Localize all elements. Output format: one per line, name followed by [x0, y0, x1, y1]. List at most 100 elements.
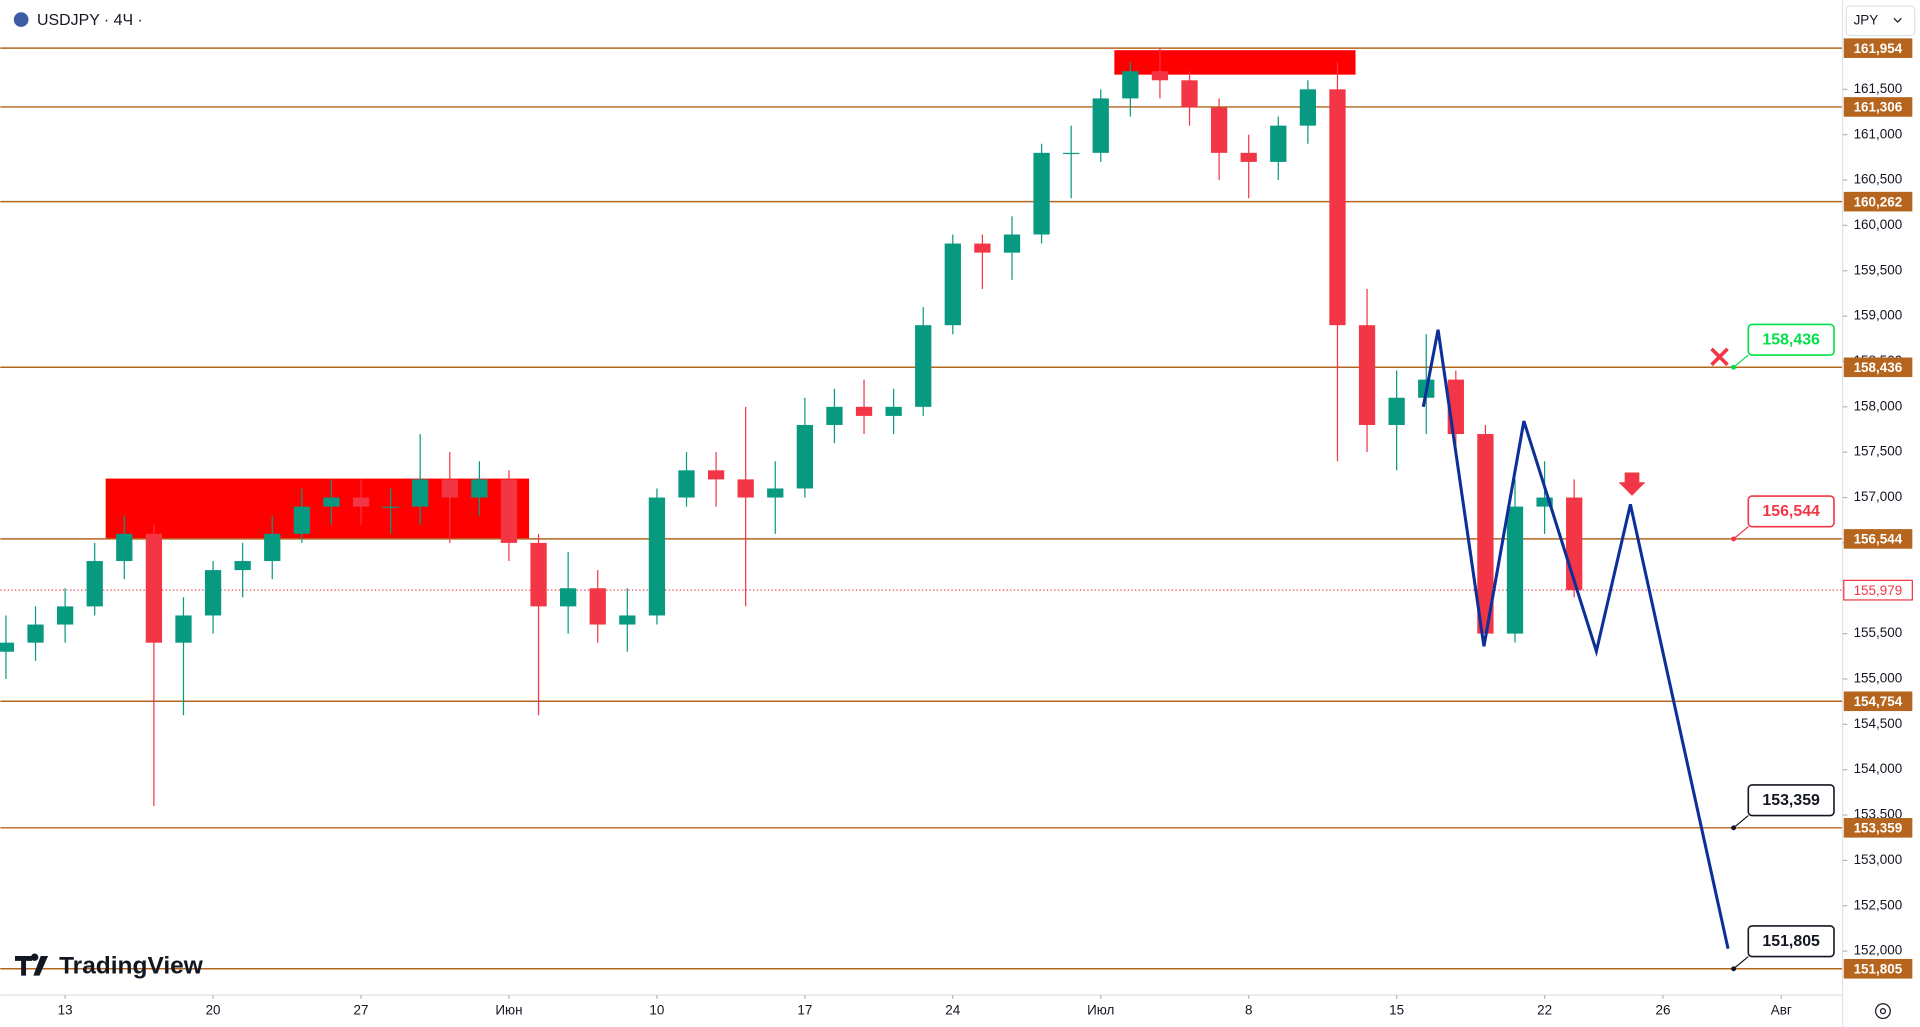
level-tag [1843, 818, 1913, 838]
level-tag-label: 151,805 [1854, 962, 1903, 977]
x-tick-label: 17 [797, 1003, 812, 1018]
y-tick-label: 160,000 [1854, 217, 1903, 232]
y-tick-label: 154,500 [1854, 716, 1903, 731]
y-tick-label: 153,000 [1854, 852, 1903, 867]
callout-pointer [1733, 815, 1749, 829]
candle-body [1122, 71, 1139, 99]
candle-body [530, 542, 547, 607]
candle-body [678, 470, 695, 498]
candle-body [915, 325, 932, 407]
candle-body [86, 561, 103, 607]
candle-body [1477, 434, 1494, 634]
callout-label: 156,544 [1762, 503, 1820, 520]
supply-zone [1114, 50, 1356, 75]
x-tick-label: Авг [1771, 1003, 1792, 1018]
candle-body [1151, 71, 1169, 81]
candle-body [619, 615, 636, 625]
candle-body [707, 470, 725, 480]
y-tick-label: 155,000 [1854, 671, 1903, 686]
candle-body [234, 561, 251, 571]
settings-icon-center [1879, 1008, 1887, 1015]
projection-path [1421, 329, 1730, 950]
candle-body [796, 424, 813, 489]
candle-body [382, 506, 399, 508]
y-tick-label: 152,000 [1854, 943, 1903, 958]
candle-body [1033, 152, 1050, 235]
level-tag [1843, 357, 1913, 378]
settings-icon[interactable] [1874, 1003, 1891, 1020]
x-tick-label: Июн [495, 1003, 522, 1018]
last-price-tag [1843, 579, 1913, 601]
callout-pointer [1733, 526, 1749, 540]
candle-body [648, 497, 666, 616]
candle-body [175, 615, 192, 643]
currency-label[interactable]: JPY [1854, 12, 1879, 27]
invalidation-cross [1710, 347, 1729, 367]
y-tick-label: 159,500 [1854, 262, 1903, 277]
level-tag [1843, 691, 1913, 712]
candle-body [1329, 89, 1346, 326]
level-tag [1843, 958, 1913, 979]
candle-body [1063, 152, 1080, 155]
y-tick-label: 159,000 [1854, 308, 1903, 323]
callout-label: 153,359 [1762, 792, 1820, 809]
candle-body [1181, 80, 1198, 108]
candle-body [1388, 397, 1405, 425]
callout-box [1747, 323, 1835, 356]
level-tag-label: 160,262 [1854, 194, 1903, 209]
candle-body [352, 497, 370, 507]
dropdown-arrow [1893, 17, 1902, 23]
x-tick-label: 13 [58, 1003, 73, 1018]
y-tick-label: 157,000 [1854, 489, 1903, 504]
y-tick-label: 161,000 [1854, 126, 1903, 141]
logo: TradingView [15, 952, 204, 979]
candle-body [204, 570, 222, 616]
candle-body [500, 479, 518, 543]
y-tick-label: 160,500 [1854, 172, 1903, 187]
candle-body [737, 479, 754, 498]
candle-body [560, 588, 577, 607]
plot-area: 158,436 156,544 153,359 151,805 [0, 47, 1843, 972]
level-tag-label: 158,436 [1854, 360, 1903, 375]
callout-box [1747, 784, 1835, 817]
y-tick-label: 154,000 [1854, 761, 1903, 776]
candle-body [1536, 497, 1553, 507]
y-tick-label: 152,500 [1854, 897, 1903, 912]
candle-body [1299, 89, 1317, 126]
currency-box[interactable] [1845, 5, 1916, 37]
candle-body [471, 479, 488, 498]
y-tick-label: 161,500 [1854, 81, 1903, 96]
x-tick-label: 10 [649, 1003, 664, 1018]
candle-body [1270, 125, 1287, 162]
flag-icon [13, 12, 29, 27]
candle-body [264, 533, 281, 562]
candle-body [145, 533, 163, 643]
x-tick-label: 8 [1245, 1003, 1252, 1018]
x-tick-label: 24 [945, 1003, 960, 1018]
callout-pointer [1733, 354, 1749, 368]
x-tick-label: 15 [1389, 1003, 1404, 1018]
last-price-label: 155,979 [1854, 583, 1903, 598]
x-tick-label: Июл [1087, 1003, 1114, 1018]
candle-body [1003, 234, 1021, 253]
supply-zone [105, 478, 530, 539]
level-tag-label: 153,359 [1854, 821, 1903, 836]
candle-body [56, 606, 74, 625]
level-tag [1843, 97, 1913, 117]
level-tag [1843, 529, 1913, 549]
candle-body [1240, 152, 1257, 162]
settings[interactable] [1874, 1003, 1891, 1020]
candle-body [0, 642, 15, 652]
level-tag [1843, 191, 1913, 212]
candle-body [767, 488, 784, 498]
candle-body [589, 588, 606, 625]
y-tick-label: 158,000 [1854, 398, 1903, 413]
symbol-title: USDJPY · 4Ч · [37, 12, 143, 29]
x-tick-label: 22 [1537, 1003, 1552, 1018]
level-tag-label: 154,754 [1854, 694, 1903, 709]
candle-body [1092, 98, 1109, 153]
currency-select[interactable]: JPY [1845, 5, 1916, 37]
candle-body [1506, 506, 1524, 634]
callout-box [1747, 925, 1835, 958]
candle-body [1210, 107, 1228, 153]
